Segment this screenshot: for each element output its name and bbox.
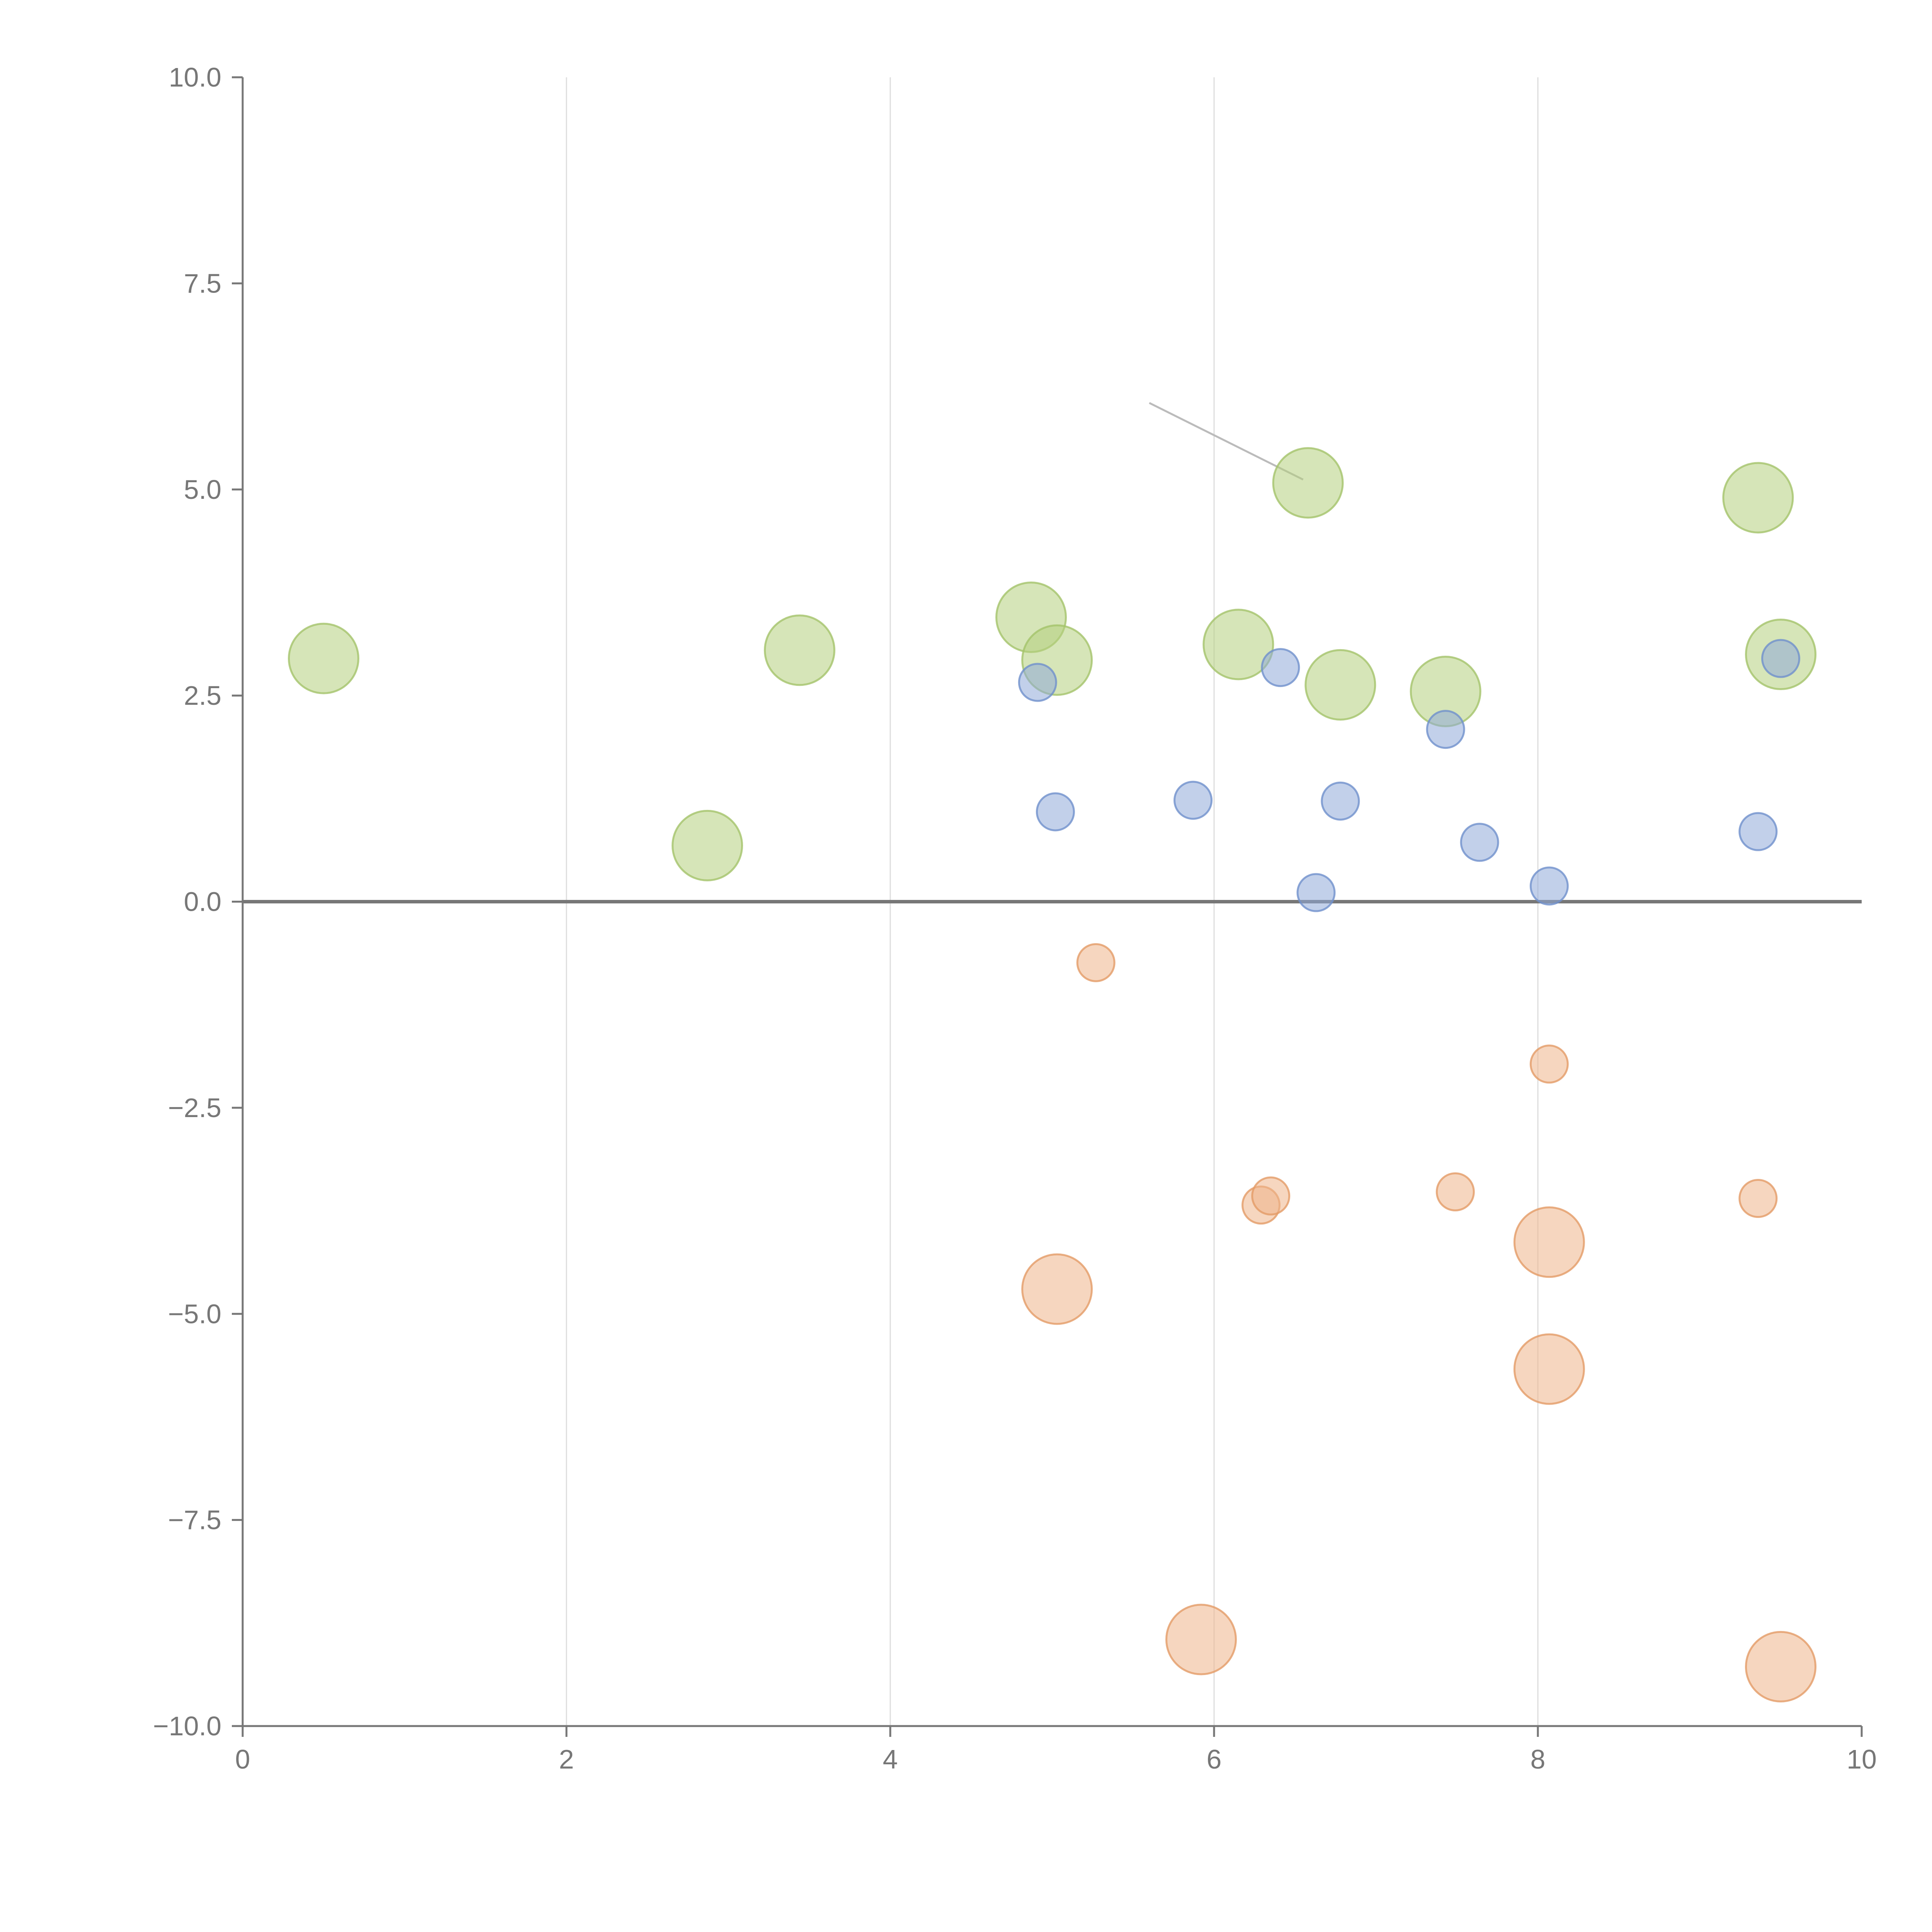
- orange-point: [1021, 1253, 1093, 1325]
- blue-point: [1261, 648, 1300, 687]
- green-point: [1202, 609, 1274, 680]
- y-tick-label: 2.5: [184, 680, 221, 711]
- orange-point: [1745, 1631, 1816, 1702]
- x-tick-label: 6: [1207, 1744, 1222, 1774]
- orange-point: [1076, 943, 1116, 982]
- orange-point: [1529, 1044, 1569, 1084]
- orange-point: [1165, 1604, 1237, 1675]
- y-tick-label: −5.0: [168, 1299, 221, 1329]
- green-point: [672, 810, 743, 881]
- orange-point: [1513, 1333, 1585, 1405]
- blue-point: [1036, 792, 1075, 832]
- y-tick-label: −2.5: [168, 1093, 221, 1123]
- blue-point: [1018, 663, 1057, 702]
- blue-point: [1173, 781, 1213, 820]
- ticks-layer: 10.0 7.5 5.0 2.5 0.0 −2.5 −5.0 −7.5 −10.0 0 2 4 6 8 10: [153, 62, 1877, 1774]
- x-tick-label: 10: [1847, 1744, 1877, 1774]
- blue-point: [1321, 781, 1360, 821]
- blue-point: [1761, 639, 1800, 678]
- green-point: [1272, 447, 1344, 519]
- y-tick-label: −10.0: [153, 1711, 221, 1741]
- x-tick-label: 8: [1531, 1744, 1546, 1774]
- green-point: [1304, 649, 1376, 721]
- blue-point: [1296, 873, 1336, 912]
- blue-point: [1529, 866, 1569, 906]
- y-tick-label: 7.5: [184, 268, 221, 298]
- x-tick-label: 2: [559, 1744, 574, 1774]
- y-tick-label: 0.0: [184, 887, 221, 917]
- y-tick-label: −7.5: [168, 1505, 221, 1535]
- orange-point: [1738, 1179, 1778, 1218]
- orange-point: [1435, 1172, 1475, 1211]
- points-layer: [288, 447, 1816, 1702]
- green-point: [764, 614, 835, 686]
- orange-point: [1513, 1206, 1585, 1278]
- y-tick-label: 10.0: [169, 62, 221, 92]
- x-tick-label: 4: [883, 1744, 898, 1774]
- green-point: [1722, 462, 1794, 534]
- x-tick-label: 0: [235, 1744, 250, 1774]
- blue-point: [1738, 812, 1778, 851]
- y-tick-label: 5.0: [184, 474, 221, 505]
- blue-point: [1460, 823, 1499, 862]
- orange-point: [1251, 1176, 1291, 1216]
- blue-point: [1426, 710, 1465, 749]
- green-point: [288, 622, 359, 694]
